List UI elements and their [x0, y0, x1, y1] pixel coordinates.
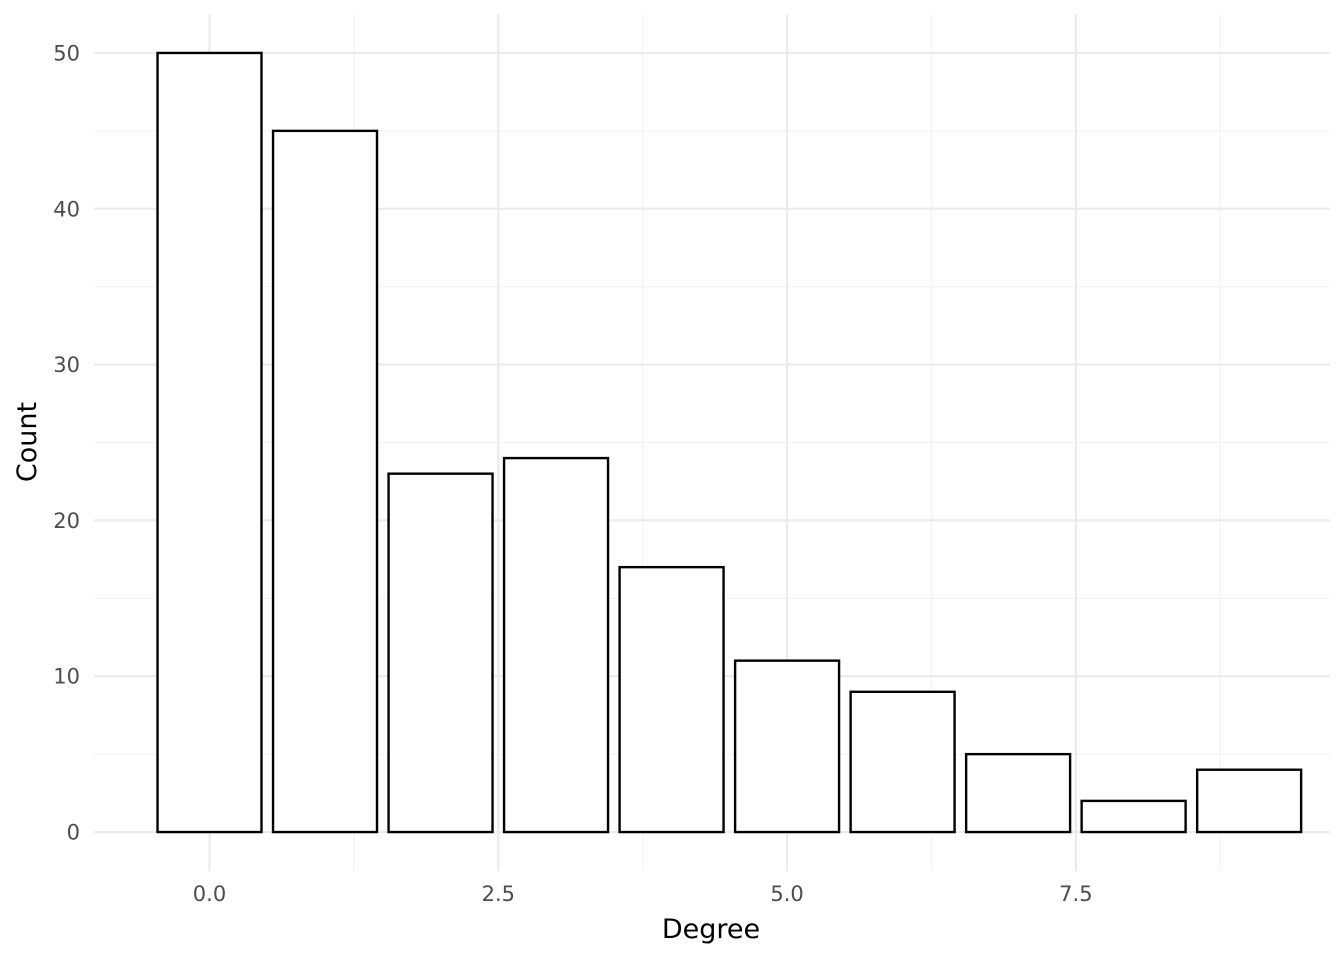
- x-tick-label: 5.0: [770, 882, 803, 906]
- bar-degree-6: [849, 690, 956, 834]
- x-axis-tick-labels: 0.0 2.5 5.0 7.5: [193, 882, 1093, 906]
- bar-degree-8: [1080, 799, 1187, 834]
- y-tick-label: 40: [53, 197, 80, 221]
- y-tick-label: 20: [53, 509, 80, 533]
- bar-degree-1: [271, 129, 379, 834]
- x-tick-label: 7.5: [1059, 882, 1092, 906]
- y-axis-tick-labels: 0 10 20 30 40 50: [53, 41, 80, 844]
- x-tick-label: 2.5: [482, 882, 515, 906]
- x-tick-label: 0.0: [193, 882, 226, 906]
- bar-degree-9: [1195, 768, 1303, 834]
- bar-degree-5: [733, 659, 841, 834]
- y-tick-label: 0: [67, 821, 80, 845]
- y-axis-title: Count: [12, 402, 43, 482]
- x-axis-title: Degree: [662, 914, 760, 945]
- bar-degree-0: [156, 51, 263, 834]
- y-tick-label: 30: [53, 353, 80, 377]
- bar-degree-3: [502, 456, 610, 834]
- y-tick-label: 10: [53, 665, 80, 689]
- y-tick-label: 50: [53, 41, 80, 65]
- bar-degree-2: [387, 472, 494, 834]
- bars: [156, 51, 1303, 834]
- bar-degree-7: [964, 752, 1072, 834]
- bar-degree-4: [618, 565, 725, 834]
